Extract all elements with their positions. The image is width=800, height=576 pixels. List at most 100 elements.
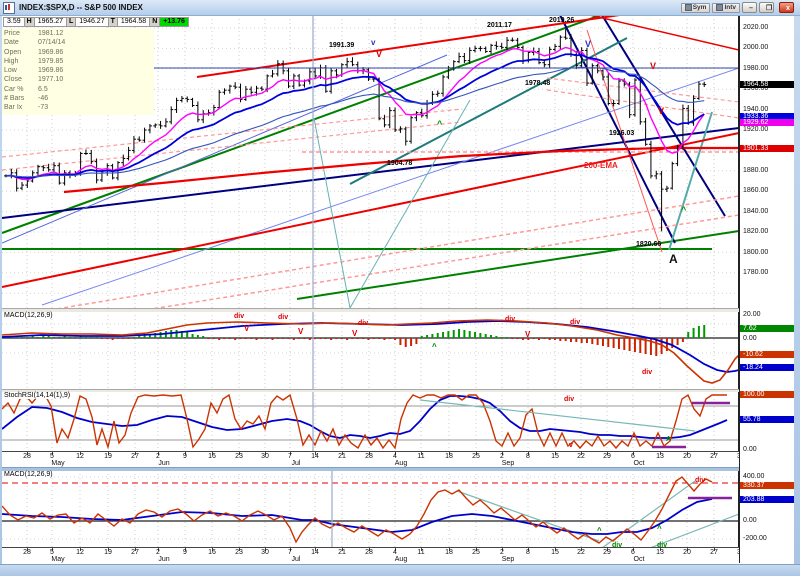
- x-tick-mark: [369, 548, 370, 551]
- window-title: INDEX:$SPX,D -- S&P 500 INDEX: [19, 3, 143, 12]
- window-splitter[interactable]: [0, 467, 794, 471]
- symbol-icon: [684, 4, 692, 11]
- x-tick-mark: [660, 452, 661, 455]
- trend-line[interactable]: [2, 132, 739, 288]
- y-axis-label: 1980.00: [743, 65, 769, 72]
- x-axis-day-label: 2: [156, 453, 160, 460]
- y-axis-label: 1840.00: [743, 208, 769, 215]
- x-axis-day-label: 4: [393, 549, 397, 556]
- chart-annotation: div: [570, 319, 580, 326]
- trend-line[interactable]: [586, 29, 663, 253]
- trend-line[interactable]: [419, 399, 696, 432]
- restore-button[interactable]: ❐: [759, 2, 774, 13]
- y-axis-label: 1860.00: [743, 187, 769, 194]
- macd-panel[interactable]: div div div div div div V V V V ^: [2, 311, 739, 389]
- net-label: N: [150, 17, 161, 27]
- x-tick-mark: [449, 452, 450, 455]
- trend-line[interactable]: [2, 54, 448, 244]
- trend-line[interactable]: [601, 15, 726, 217]
- price-chart-panel[interactable]: 1991.39 2011.17 2019.26 1978.48 1926.03 1904.…: [2, 15, 739, 308]
- trend-line[interactable]: [2, 195, 739, 308]
- x-tick-mark: [660, 548, 661, 551]
- x-axis-day-label: 21: [338, 453, 346, 460]
- chart-annotation: 1991.39: [329, 42, 354, 49]
- trend-line[interactable]: [196, 15, 640, 78]
- title-bar[interactable]: INDEX:$SPX,D -- S&P 500 INDEX Sym Intv –…: [0, 0, 800, 16]
- x-axis-day-label: 11: [417, 453, 425, 460]
- chart-annotation: V: [650, 61, 656, 71]
- chart-annotation: V: [352, 329, 358, 338]
- trend-line[interactable]: [349, 37, 628, 185]
- y-axis-label: 2020.00: [743, 24, 769, 31]
- chart-annotation: A: [669, 252, 678, 266]
- price-chart-canvas[interactable]: 1991.39 2011.17 2019.26 1978.48 1926.03 1904.…: [2, 15, 739, 308]
- x-axis-day-label: 9: [183, 549, 187, 556]
- x-axis-day-label: 14: [311, 453, 319, 460]
- symbol-button[interactable]: Sym: [680, 2, 711, 13]
- x-axis-day-label: 7: [288, 549, 292, 556]
- trend-line[interactable]: [577, 15, 739, 51]
- x-axis-day-label: 23: [235, 549, 243, 556]
- trend-line[interactable]: [2, 108, 463, 158]
- x-tick-mark: [212, 548, 213, 551]
- trend-line[interactable]: [296, 230, 739, 300]
- trend-line[interactable]: [546, 77, 739, 103]
- x-axis-day-label: 29: [603, 549, 611, 556]
- x-axis-day-label: 8: [526, 453, 530, 460]
- chart-annotation: v: [371, 38, 376, 47]
- x-tick-mark: [290, 452, 291, 455]
- lower-macd-panel[interactable]: div div div ^ ^: [2, 470, 739, 547]
- series-line: [2, 476, 713, 544]
- window-frame-bottom[interactable]: [0, 564, 800, 576]
- y-axis-label: 0.00: [743, 517, 757, 524]
- series-line: [2, 498, 713, 535]
- interval-button[interactable]: Intv: [712, 2, 740, 13]
- chart-annotation: div: [358, 320, 368, 327]
- x-tick-mark: [528, 548, 529, 551]
- chart-annotation: div: [234, 313, 244, 320]
- net-change-badge: +13.76: [160, 17, 189, 27]
- x-axis-month-label: Aug: [394, 556, 408, 563]
- panel-separator[interactable]: [0, 389, 794, 392]
- x-axis-month-label: Sep: [501, 556, 515, 563]
- trend-line[interactable]: [668, 111, 713, 251]
- price-axis[interactable]: 2020.00 2000.00 1980.00 1960.00 1940.00 1920.…: [739, 15, 797, 563]
- trend-line[interactable]: [602, 480, 696, 547]
- x-tick-mark: [239, 548, 240, 551]
- stochrsi-canvas[interactable]: div v A: [2, 391, 739, 451]
- x-axis-day-label: 12: [76, 453, 84, 460]
- trend-line[interactable]: [2, 214, 739, 308]
- trend-line[interactable]: [2, 15, 620, 234]
- minimize-button[interactable]: –: [742, 2, 757, 13]
- x-tick-mark: [449, 548, 450, 551]
- x-tick-mark: [27, 452, 28, 455]
- lower-macd-canvas[interactable]: div div div ^ ^: [2, 470, 739, 547]
- x-tick-mark: [555, 548, 556, 551]
- close-button[interactable]: x: [779, 2, 794, 13]
- x-tick-mark: [476, 452, 477, 455]
- trend-line[interactable]: [2, 121, 463, 171]
- trend-line[interactable]: [559, 15, 676, 244]
- x-axis-day-label: 2: [500, 549, 504, 556]
- x-axis-day-label: 19: [104, 453, 112, 460]
- trend-line[interactable]: [41, 67, 739, 306]
- x-axis-day-label: 14: [311, 549, 319, 556]
- trend-line[interactable]: [650, 513, 739, 547]
- chart-annotation: v: [569, 442, 573, 449]
- stochrsi-panel[interactable]: div v A: [2, 391, 739, 451]
- x-tick-mark: [633, 452, 634, 455]
- x-axis-day-label: 28: [365, 453, 373, 460]
- x-axis-day-label: 29: [603, 453, 611, 460]
- x-tick-mark: [265, 452, 266, 455]
- series-line: [2, 393, 727, 450]
- x-tick-mark: [135, 452, 136, 455]
- x-axis-day-label: 19: [104, 549, 112, 556]
- x-tick-mark: [581, 548, 582, 551]
- y-axis-label: 1800.00: [743, 249, 769, 256]
- trend-line[interactable]: [546, 89, 739, 119]
- panel-separator[interactable]: [0, 308, 794, 312]
- x-tick-mark: [52, 452, 53, 455]
- x-tick-mark: [185, 548, 186, 551]
